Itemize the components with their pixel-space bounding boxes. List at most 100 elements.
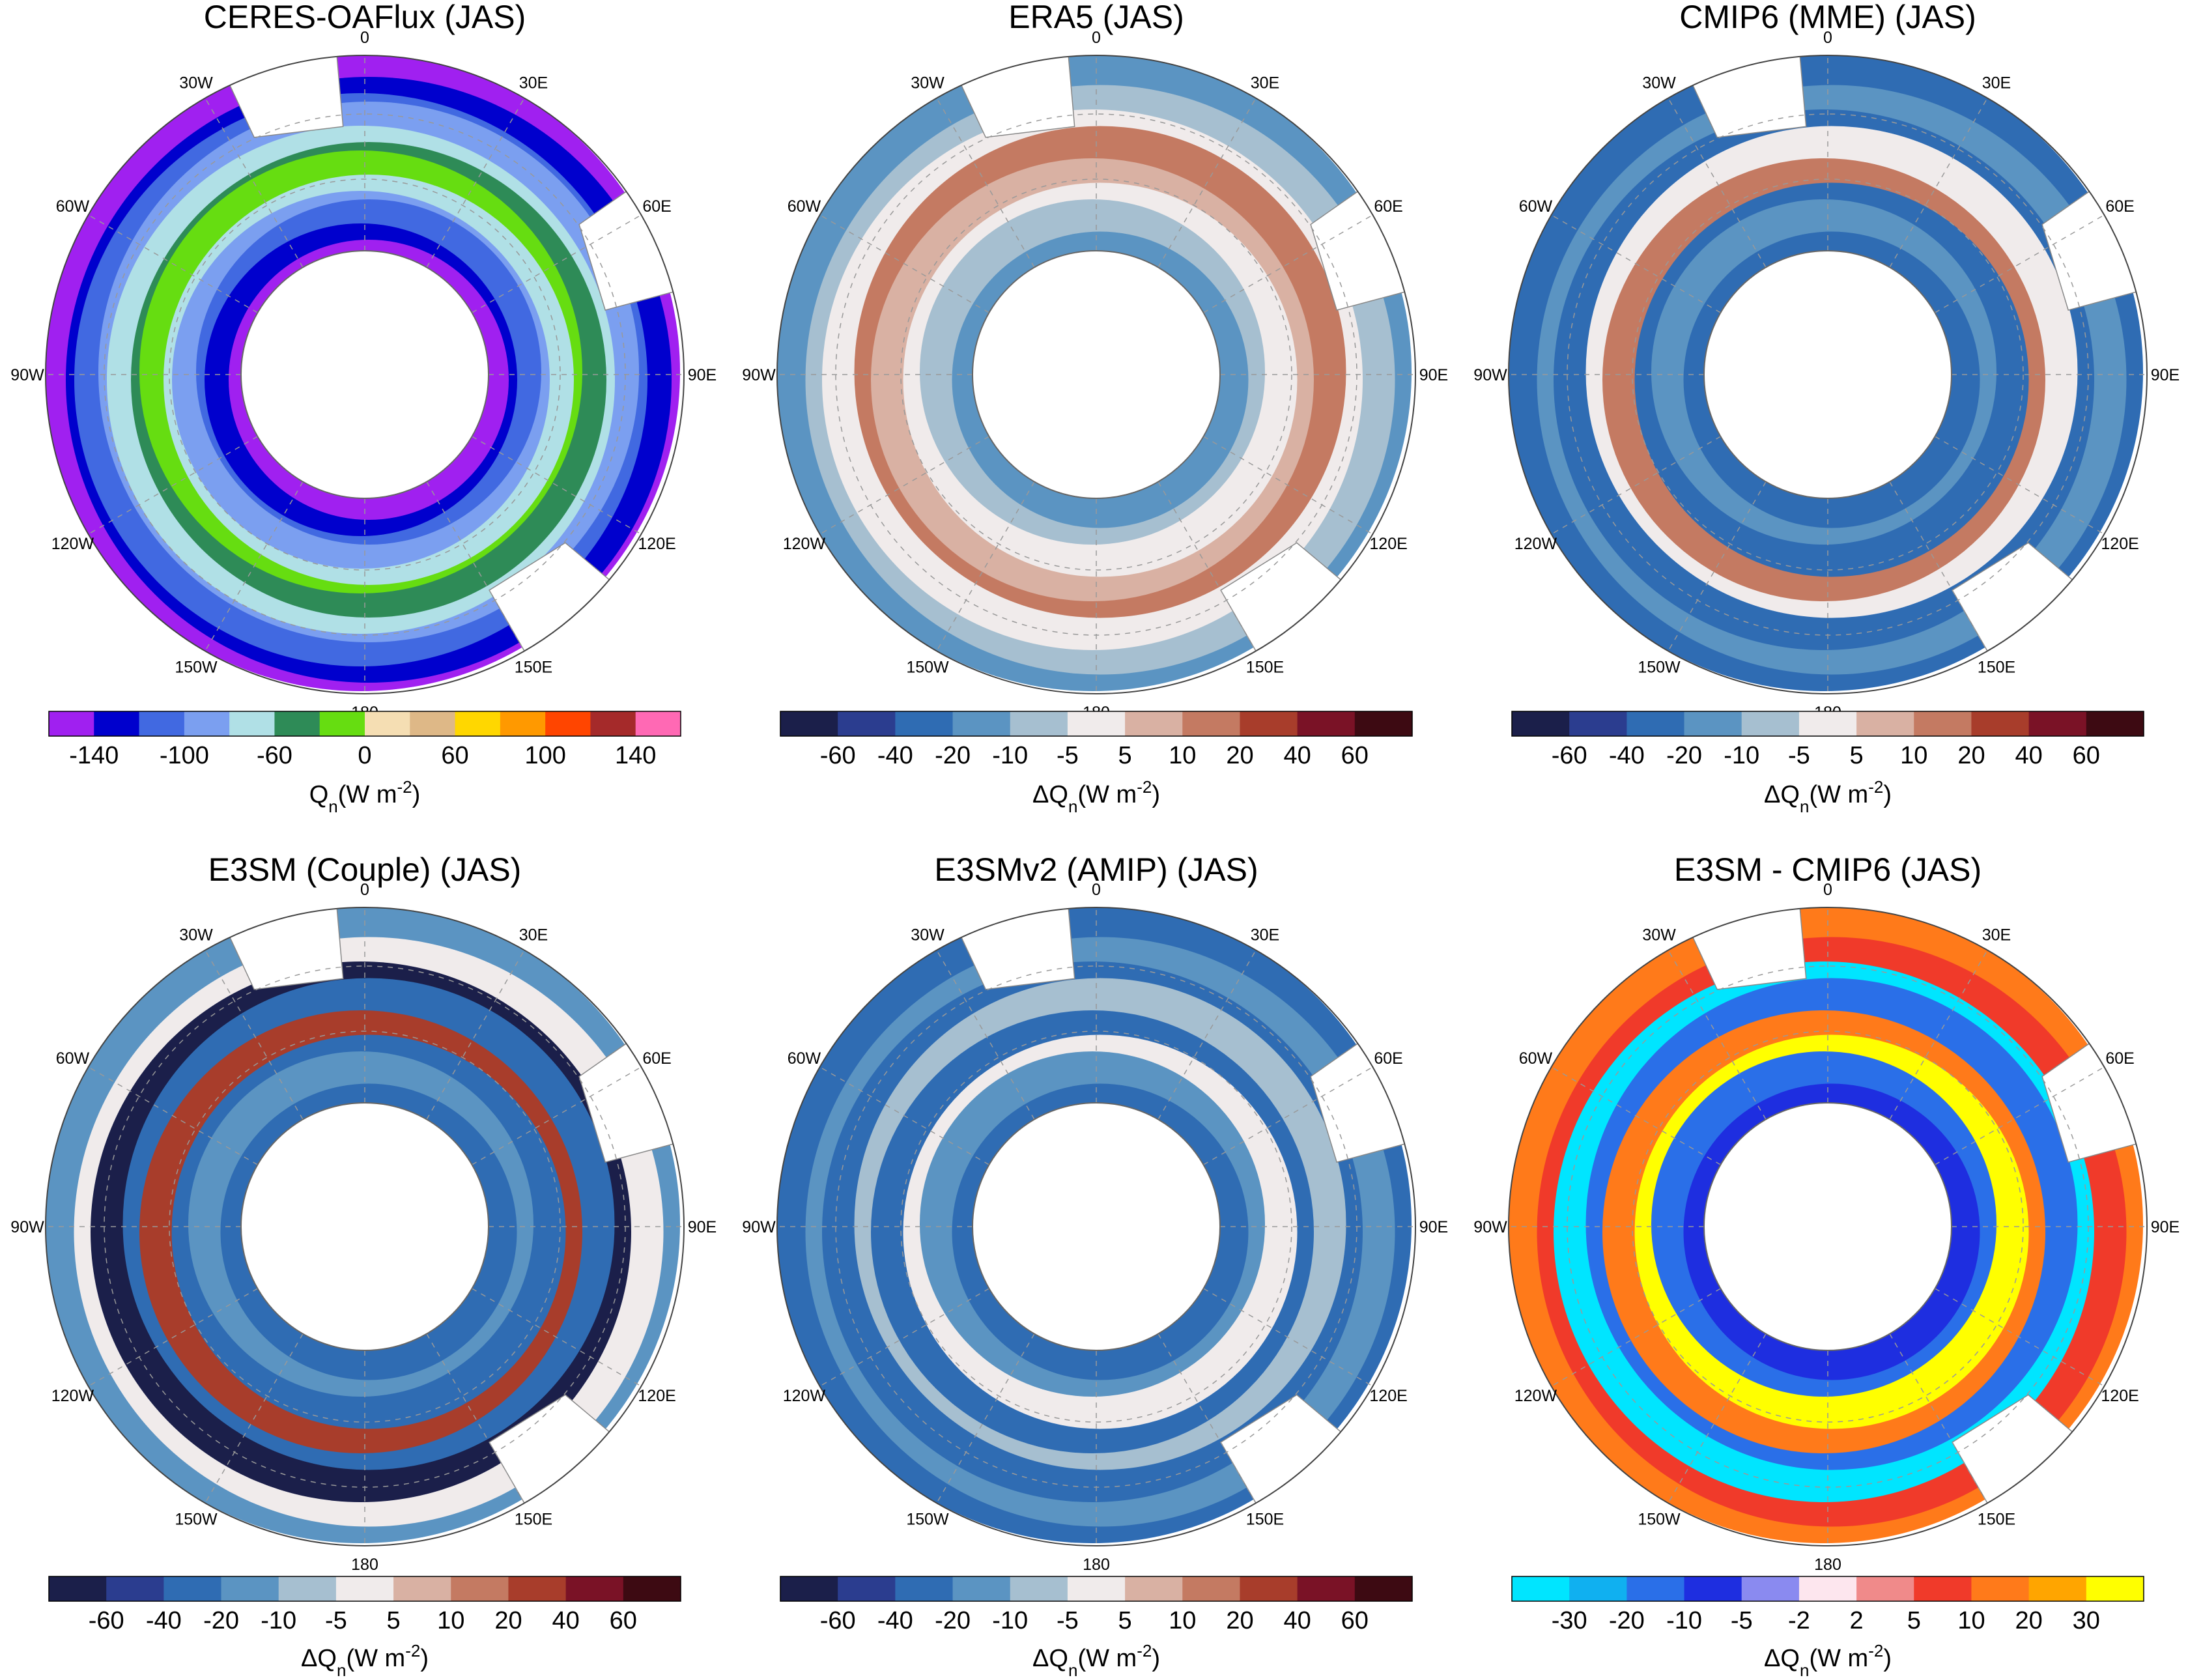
unit-part: (W m (1077, 781, 1137, 808)
graticule-circle (1567, 965, 2089, 1488)
graticule-line (1551, 214, 1721, 313)
longitude-label: 120W (783, 535, 826, 553)
colorbar-tick-label: -40 (1609, 742, 1645, 769)
colorbar-tick-label: 140 (615, 742, 656, 769)
colorbar-swatch (1240, 1576, 1298, 1601)
colorbar-tick-label: 5 (1850, 742, 1864, 769)
panel-title: E3SM - CMIP6 (JAS) (1674, 851, 1982, 888)
longitude-label: 30W (911, 74, 945, 92)
unit-part: n (1800, 1660, 1809, 1680)
unit-part: ) (1152, 781, 1160, 808)
colorbar-tick-label: 20 (1957, 742, 1985, 769)
colorbar-swatch (508, 1576, 567, 1601)
colorbar-tick-label: 20 (494, 1607, 522, 1634)
colorbar-tick-label: -10 (992, 1607, 1028, 1634)
graticule-line (1935, 436, 2105, 535)
colorbar-tick-label: 60 (2073, 742, 2100, 769)
colorbar-swatch (49, 1576, 107, 1601)
colorbar-tick-label: -20 (1609, 1607, 1645, 1634)
colorbar-tick-label: -5 (1057, 742, 1079, 769)
graticule-line (205, 481, 304, 651)
unit-part: ) (412, 781, 421, 808)
colorbar-swatch (1684, 711, 1742, 736)
graticule-circle (1632, 178, 2024, 571)
panel-1: CERES-OAFlux (JAS)030E60E90E120E150E1801… (10, 0, 717, 816)
longitude-label: 120E (1369, 1387, 1407, 1405)
colorbar-unit-label: ΔQn(W m-2) (1032, 777, 1160, 816)
graticule-circle (104, 113, 626, 636)
colorbar-swatch (1010, 1576, 1068, 1601)
colorbar-tick-label: -40 (146, 1607, 182, 1634)
longitude-label: 150E (515, 1511, 552, 1529)
colorbar-swatch (2028, 711, 2087, 736)
map-boundary (1508, 55, 2148, 694)
graticule-line (88, 1066, 258, 1165)
unit-part: -2 (1868, 1641, 1883, 1660)
unit-part: ) (1883, 781, 1892, 808)
graticule-line (1668, 98, 1767, 268)
colorbar-tick-label: -20 (1666, 742, 1702, 769)
colorbar-swatch (1627, 711, 1685, 736)
colorbar-swatch (455, 711, 501, 736)
longitude-label: 150W (1638, 659, 1681, 677)
colorbar-tick-label: 5 (387, 1607, 401, 1634)
graticule-line (1935, 214, 2105, 313)
longitude-label: 30E (1251, 74, 1279, 92)
colorbar-swatch (1684, 1576, 1742, 1601)
unit-part: n (1068, 1660, 1077, 1680)
graticule-circle (1632, 1031, 2024, 1423)
graticule-line (1158, 98, 1257, 268)
unit-part: (W m (1809, 781, 1868, 808)
colorbar-tick-label: 60 (441, 742, 468, 769)
longitude-label: 90W (1473, 366, 1507, 384)
colorbar-swatch (139, 711, 185, 736)
longitude-label: 150W (175, 659, 218, 677)
longitude-label: 120W (1514, 1387, 1557, 1405)
colorbar-unit-label: ΔQn(W m-2) (1032, 1641, 1160, 1680)
longitude-label: 30W (911, 926, 945, 944)
colorbar-swatch (1512, 711, 1570, 736)
longitude-label: 90W (10, 366, 44, 384)
longitude-label: 90E (2151, 366, 2180, 384)
colorbar-unit-label: ΔQn(W m-2) (1764, 777, 1892, 816)
colorbar-swatch (393, 1576, 451, 1601)
unit-part: Q (309, 781, 329, 808)
panel-2: ERA5 (JAS)030E60E90E120E150E180150W120W9… (742, 0, 1448, 816)
graticule-line (1935, 1066, 2105, 1165)
colorbar-swatch (838, 711, 896, 736)
longitude-label: 180 (1083, 1556, 1110, 1574)
graticule-circle (104, 965, 626, 1488)
colorbar-swatch (1067, 1576, 1126, 1601)
colorbar-swatch (1856, 1576, 1914, 1601)
colorbar-tick-label: -5 (1731, 1607, 1753, 1634)
colorbar-swatch (590, 711, 636, 736)
longitude-label: 60E (2105, 197, 2134, 216)
longitude-label: 120W (51, 1387, 94, 1405)
longitude-label: 120W (1514, 535, 1557, 553)
colorbar-tick-label: 0 (358, 742, 371, 769)
colorbar-swatch (623, 1576, 681, 1601)
graticule-line (1668, 1333, 1767, 1503)
colorbar-swatch (1569, 1576, 1627, 1601)
colorbar-frame (780, 711, 1413, 737)
colorbar-tick-label: 10 (1169, 1607, 1196, 1634)
antarctica (240, 250, 489, 499)
colorbar-tick-label: -30 (1552, 1607, 1587, 1634)
colorbar-tick-label: -60 (820, 742, 856, 769)
longitude-label: 90E (2151, 1218, 2180, 1236)
graticule-line (1158, 950, 1257, 1120)
colorbar-swatch (163, 1576, 222, 1601)
graticule-line (819, 436, 989, 535)
longitude-label: 0 (360, 29, 369, 47)
colorbar-tick-label: -10 (1666, 1607, 1702, 1634)
colorbar-tick-label: 40 (1283, 1607, 1311, 1634)
colorbar-tick-label: -60 (820, 1607, 856, 1634)
graticule-line (426, 481, 525, 651)
colorbar-tick-label: -10 (261, 1607, 296, 1634)
graticule-circle (169, 1031, 561, 1423)
graticule-line (1203, 1066, 1373, 1165)
unit-part: ΔQ (1764, 1645, 1800, 1672)
longitude-label: 60E (642, 1049, 671, 1068)
longitude-label: 0 (1823, 29, 1832, 47)
